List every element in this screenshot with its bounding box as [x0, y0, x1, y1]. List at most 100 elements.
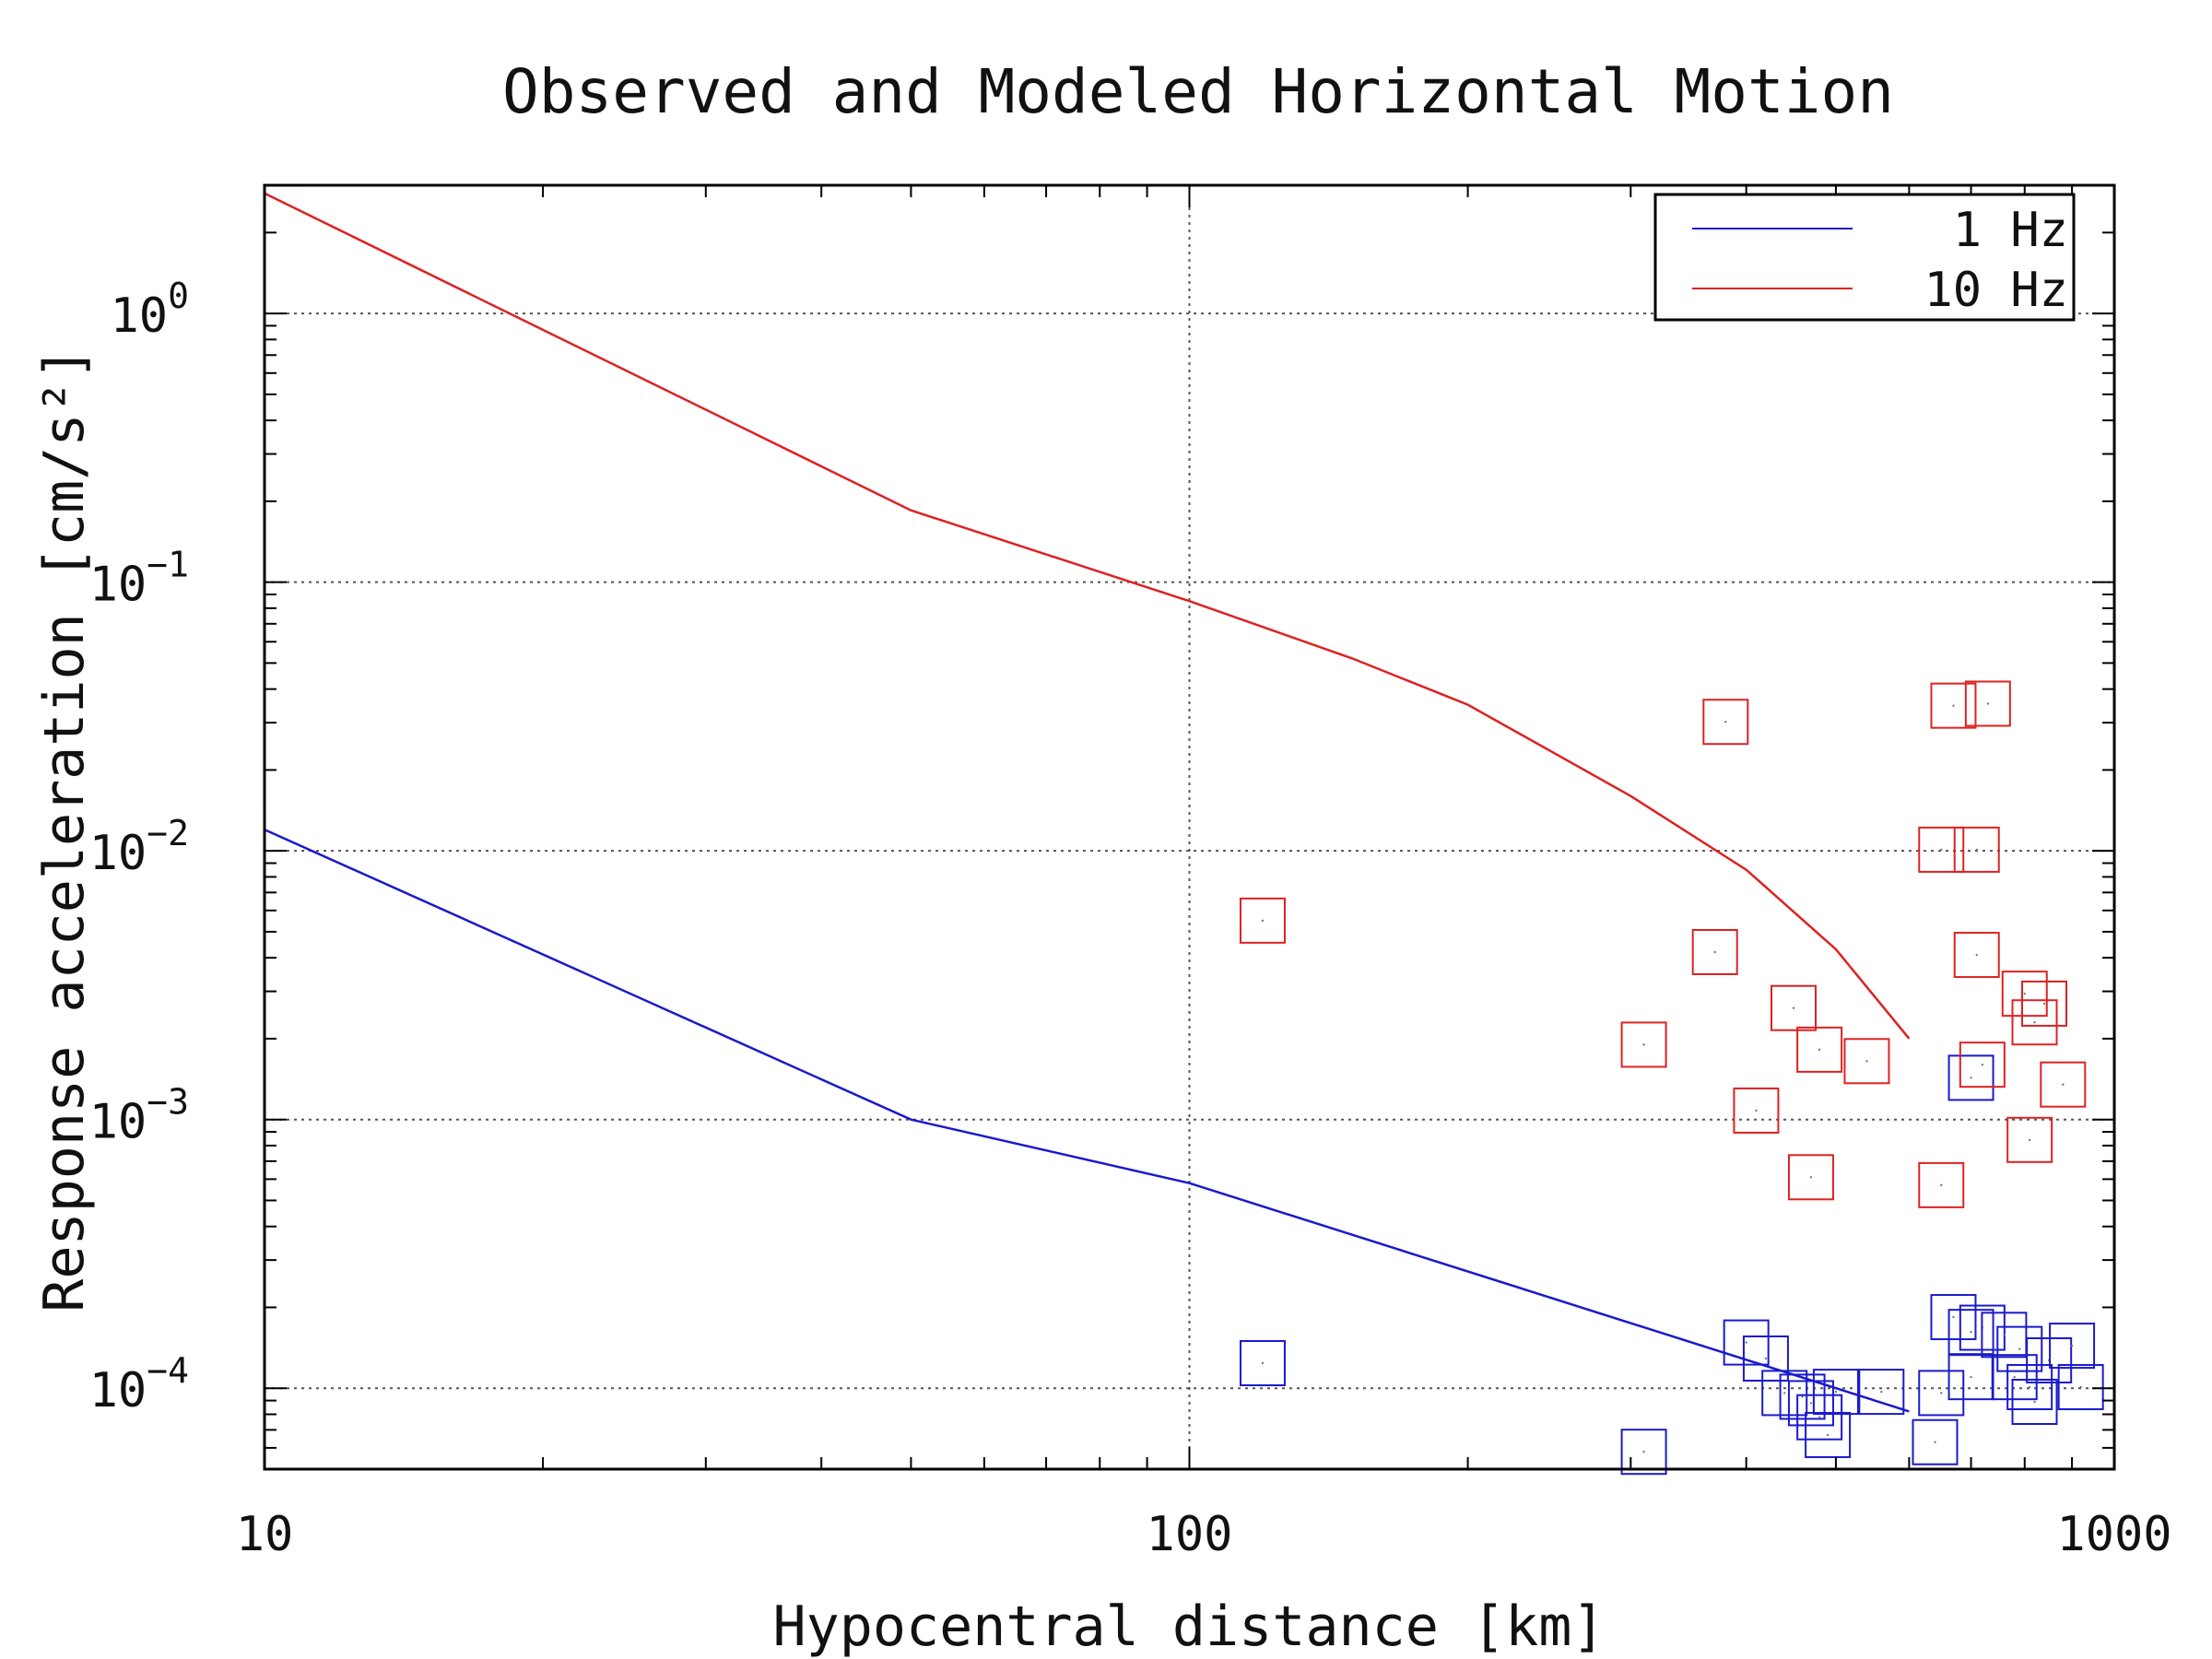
observed-point-10hz — [1964, 680, 2011, 727]
observed-point-center-10hz — [2033, 1021, 2036, 1024]
observed-point-center-1hz — [1880, 1390, 1883, 1394]
observed-point-1hz — [1947, 1054, 1994, 1101]
observed-point-1hz — [1742, 1335, 1789, 1382]
model-line-10hz — [264, 192, 1911, 1040]
x-tick-label: 100 — [1147, 1507, 1233, 1562]
observed-point-center-1hz — [1809, 1402, 1813, 1405]
observed-point-center-1hz — [2003, 1334, 2006, 1336]
observed-point-center-1hz — [2070, 1344, 2074, 1347]
observed-point-center-10hz — [1940, 848, 1943, 852]
observed-point-1hz — [2006, 1363, 2053, 1410]
observed-point-1hz — [1723, 1319, 1770, 1366]
observed-point-1hz — [1620, 1429, 1667, 1476]
observed-point-center-1hz — [1764, 1357, 1768, 1360]
observed-point-center-10hz — [1792, 1006, 1795, 1009]
observed-point-10hz — [2006, 1116, 2053, 1163]
observed-point-center-10hz — [1818, 1048, 1821, 1052]
observed-point-1hz — [1805, 1411, 1852, 1458]
observed-point-1hz — [1787, 1380, 1834, 1427]
observed-point-1hz — [2057, 1363, 2104, 1410]
observed-point-center-1hz — [1970, 1375, 1972, 1379]
observed-point-center-1hz — [1801, 1395, 1804, 1398]
observed-point-center-1hz — [1940, 1392, 1943, 1394]
legend-label-1hz: 1 Hz — [1953, 203, 2068, 258]
observed-point-10hz — [1959, 1041, 2006, 1088]
observed-point-center-1hz — [2079, 1385, 2082, 1389]
observed-point-center-1hz — [1745, 1341, 1747, 1344]
observed-point-1hz — [1912, 1418, 1959, 1465]
observed-point-10hz — [1691, 929, 1738, 976]
observed-point-10hz — [1953, 932, 2000, 979]
observed-point-center-10hz — [2042, 1002, 2046, 1006]
observed-point-1hz — [1918, 1370, 1965, 1417]
legend-label-10hz: 10 Hz — [1924, 263, 2068, 318]
observed-point-center-10hz — [2028, 1138, 2031, 1141]
observed-point-center-1hz — [1826, 1433, 1830, 1437]
observed-point-center-10hz — [1986, 702, 1990, 705]
observed-point-1hz — [1761, 1370, 1808, 1417]
observed-point-1hz — [1779, 1373, 1826, 1420]
x-tick-label: 10 — [236, 1507, 294, 1562]
observed-point-center-10hz — [1975, 953, 1978, 957]
observed-point-center-10hz — [1981, 1063, 1984, 1066]
observed-point-10hz — [1620, 1021, 1667, 1068]
observed-point-10hz — [2040, 1061, 2087, 1108]
observed-point-center-1hz — [1934, 1441, 1936, 1443]
observed-point-center-1hz — [1952, 1315, 1955, 1319]
observed-point-center-1hz — [1818, 1416, 1821, 1418]
observed-point-center-1hz — [2028, 1385, 2031, 1389]
grid — [265, 185, 2114, 1469]
observed-point-center-10hz — [1865, 1060, 1868, 1063]
observed-point-10hz — [1918, 1161, 1965, 1208]
observed-point-10hz — [1953, 826, 2000, 873]
observed-point-10hz — [1796, 1026, 1843, 1073]
observed-point-10hz — [2001, 971, 2048, 1018]
observed-point-1hz — [1239, 1340, 1286, 1387]
observed-point-center-10hz — [2023, 992, 2026, 995]
observed-point-1hz — [1858, 1369, 1905, 1416]
observed-point-10hz — [1239, 897, 1286, 944]
x-axis-label: Hypocentral distance [km] — [772, 1594, 1605, 1659]
y-axis-label: Response acceleration [cm/s²] — [32, 347, 97, 1312]
observed-point-center-1hz — [2018, 1347, 2021, 1350]
chart-title: Observed and Modeled Horizontal Motion — [502, 56, 1894, 127]
observed-point-10hz — [1787, 1154, 1834, 1201]
observed-markers — [1239, 680, 2104, 1476]
model-lines — [264, 192, 1911, 1413]
observed-point-1hz — [2049, 1323, 2096, 1370]
observed-point-center-1hz — [1970, 1077, 1972, 1079]
observed-point-1hz — [1981, 1312, 2028, 1359]
legend: 1 Hz 10 Hz — [1653, 193, 2076, 322]
y-tick-label: 10−2 — [89, 813, 189, 881]
observed-point-10hz — [1930, 682, 1977, 729]
observed-point-center-1hz — [2013, 1375, 2016, 1379]
observed-point-10hz — [2011, 999, 2058, 1046]
observed-point-center-10hz — [2062, 1083, 2065, 1086]
observed-point-10hz — [1733, 1087, 1780, 1134]
minor-ticks — [264, 184, 2114, 1470]
observed-point-10hz — [2021, 980, 2068, 1027]
observed-point-1hz — [1812, 1369, 1859, 1416]
observed-point-center-10hz — [1713, 950, 1716, 954]
observed-point-center-1hz — [1834, 1390, 1838, 1394]
observed-point-1hz — [1991, 1354, 2038, 1401]
observed-point-center-1hz — [1642, 1451, 1645, 1453]
y-tick-label: 100 — [110, 276, 189, 344]
x-tick-label: 1000 — [2056, 1507, 2171, 1562]
observed-point-center-10hz — [1809, 1176, 1813, 1179]
model-line-1hz — [264, 828, 1910, 1413]
observed-point-center-1hz — [2033, 1400, 2036, 1404]
observed-point-center-1hz — [1783, 1392, 1786, 1394]
observed-point-1hz — [1947, 1309, 1994, 1356]
observed-point-center-10hz — [1975, 848, 1978, 852]
y-tick-label: 10−1 — [89, 545, 189, 613]
observed-point-1hz — [1996, 1325, 2043, 1372]
y-tick-label: 10−3 — [89, 1082, 189, 1150]
observed-point-center-10hz — [1952, 704, 1955, 707]
observed-point-1hz — [1930, 1294, 1977, 1341]
observed-point-1hz — [2011, 1378, 2058, 1425]
observed-point-center-10hz — [1755, 1109, 1758, 1112]
y-tick-label: 10−4 — [89, 1350, 189, 1418]
observed-point-10hz — [1918, 826, 1965, 873]
